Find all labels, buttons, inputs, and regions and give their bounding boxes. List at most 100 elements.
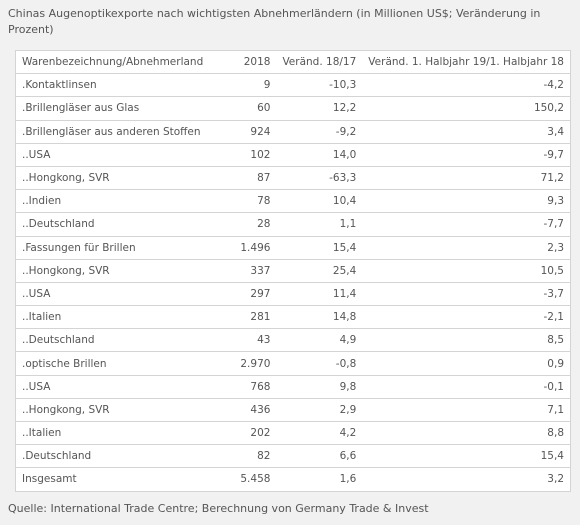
label-cell: Insgesamt bbox=[15, 467, 224, 492]
label-cell: ..Indien bbox=[15, 189, 224, 214]
table-row: ..Deutschland 43 4,9 8,5 bbox=[15, 328, 572, 353]
label-cell: .Deutschland bbox=[15, 444, 224, 469]
table-row: ..Italien 202 4,2 8,8 bbox=[15, 420, 572, 446]
table-row: .Brillengläser aus anderen Stoffen 924 -9,… bbox=[15, 119, 572, 144]
table-row: .Brillengläser aus Glas 60 12,2 150,2 bbox=[15, 96, 572, 121]
value-cell: 1.496 bbox=[223, 235, 277, 260]
value-cell: 7,1 bbox=[362, 397, 572, 423]
value-cell: -9,7 bbox=[362, 142, 572, 167]
value-cell: 9,3 bbox=[362, 189, 572, 214]
value-cell: 87 bbox=[223, 165, 277, 191]
value-cell: 297 bbox=[223, 281, 277, 307]
value-cell: 1,6 bbox=[276, 467, 363, 492]
value-cell: 14,0 bbox=[276, 142, 363, 167]
value-cell: 924 bbox=[223, 119, 277, 144]
value-cell: -0,8 bbox=[276, 351, 363, 376]
label-cell: .optische Brillen bbox=[15, 351, 224, 376]
source: Quelle: International Trade Centre; Bere… bbox=[8, 502, 429, 515]
label-cell: ..USA bbox=[15, 142, 224, 167]
value-cell: 5.458 bbox=[223, 467, 277, 492]
table-body: .Kontaktlinsen 9 -10,3 -4,2 .Brillengläser a… bbox=[15, 73, 572, 492]
value-cell: 11,4 bbox=[276, 281, 363, 307]
header-cell: Veränd. 1. Halbjahr 19/1. Halbjahr 18 bbox=[362, 49, 572, 75]
header-row: Warenbezeichnung/Abnehmerland 2018 Veränd.… bbox=[15, 49, 572, 75]
value-cell: 4,2 bbox=[276, 420, 363, 446]
value-cell: 337 bbox=[223, 258, 277, 283]
label-cell: ..USA bbox=[15, 374, 224, 399]
label-cell: ..Hongkong, SVR bbox=[15, 397, 224, 423]
value-cell: 202 bbox=[223, 420, 277, 446]
value-cell: 0,9 bbox=[362, 351, 572, 376]
value-cell: 10,5 bbox=[362, 258, 572, 283]
table-row: ..Hongkong, SVR 87 -63,3 71,2 bbox=[15, 165, 572, 191]
value-cell: 82 bbox=[223, 444, 277, 469]
value-cell: 2,3 bbox=[362, 235, 572, 260]
value-cell: 15,4 bbox=[362, 444, 572, 469]
value-cell: 3,2 bbox=[362, 467, 572, 492]
value-cell: 1,1 bbox=[276, 212, 363, 237]
table-row: .Deutschland 82 6,6 15,4 bbox=[15, 444, 572, 469]
value-cell: 281 bbox=[223, 305, 277, 330]
value-cell: 9,8 bbox=[276, 374, 363, 399]
value-cell: 28 bbox=[223, 212, 277, 237]
value-cell: 436 bbox=[223, 397, 277, 423]
label-cell: .Brillengläser aus Glas bbox=[15, 96, 224, 121]
value-cell: -0,1 bbox=[362, 374, 572, 399]
table-row: .Kontaktlinsen 9 -10,3 -4,2 bbox=[15, 73, 572, 98]
value-cell: -9,2 bbox=[276, 119, 363, 144]
table-row: .optische Brillen 2.970 -0,8 0,9 bbox=[15, 351, 572, 376]
label-cell: ..Hongkong, SVR bbox=[15, 165, 224, 191]
table-row: ..USA 768 9,8 -0,1 bbox=[15, 374, 572, 399]
value-cell: -3,7 bbox=[362, 281, 572, 307]
value-cell: 8,8 bbox=[362, 420, 572, 446]
title: Chinas Augenoptikexporte nach wichtigste… bbox=[8, 7, 541, 36]
value-cell: 10,4 bbox=[276, 189, 363, 214]
label-cell: ..Italien bbox=[15, 420, 224, 446]
table-row: ..Hongkong, SVR 337 25,4 10,5 bbox=[15, 258, 572, 283]
value-cell: 43 bbox=[223, 328, 277, 353]
table-row: Insgesamt 5.458 1,6 3,2 bbox=[15, 467, 572, 492]
value-cell: 60 bbox=[223, 96, 277, 121]
table-row: ..USA 297 11,4 -3,7 bbox=[15, 281, 572, 307]
label-cell: ..USA bbox=[15, 281, 224, 307]
value-cell: -4,2 bbox=[362, 73, 572, 98]
label-cell: .Brillengläser aus anderen Stoffen bbox=[15, 119, 224, 144]
value-cell: 3,4 bbox=[362, 119, 572, 144]
header-cell: 2018 bbox=[223, 49, 277, 75]
table: Warenbezeichnung/Abnehmerland 2018 Veränd.… bbox=[15, 49, 572, 492]
value-cell: 14,8 bbox=[276, 305, 363, 330]
value-cell: 71,2 bbox=[362, 165, 572, 191]
label-cell: .Kontaktlinsen bbox=[15, 73, 224, 98]
value-cell: 6,6 bbox=[276, 444, 363, 469]
value-cell: 8,5 bbox=[362, 328, 572, 353]
label-cell: ..Deutschland bbox=[15, 328, 224, 353]
value-cell: -63,3 bbox=[276, 165, 363, 191]
table-row: ..Indien 78 10,4 9,3 bbox=[15, 189, 572, 214]
value-cell: 150,2 bbox=[362, 96, 572, 121]
value-cell: 9 bbox=[223, 73, 277, 98]
table-row: ..Deutschland 28 1,1 -7,7 bbox=[15, 212, 572, 237]
table-row: ..Italien 281 14,8 -2,1 bbox=[15, 305, 572, 330]
label-cell: ..Hongkong, SVR bbox=[15, 258, 224, 283]
value-cell: -2,1 bbox=[362, 305, 572, 330]
value-cell: 15,4 bbox=[276, 235, 363, 260]
value-cell: 78 bbox=[223, 189, 277, 214]
value-cell: -10,3 bbox=[276, 73, 363, 98]
label-cell: ..Deutschland bbox=[15, 212, 224, 237]
value-cell: 768 bbox=[223, 374, 277, 399]
value-cell: 12,2 bbox=[276, 96, 363, 121]
value-cell: 2.970 bbox=[223, 351, 277, 376]
value-cell: -7,7 bbox=[362, 212, 572, 237]
table-row: .Fassungen für Brillen 1.496 15,4 2,3 bbox=[15, 235, 572, 260]
label-cell: .Fassungen für Brillen bbox=[15, 235, 224, 260]
value-cell: 4,9 bbox=[276, 328, 363, 353]
value-cell: 25,4 bbox=[276, 258, 363, 283]
value-cell: 102 bbox=[223, 142, 277, 167]
label-cell: ..Italien bbox=[15, 305, 224, 330]
table-row: ..Hongkong, SVR 436 2,9 7,1 bbox=[15, 397, 572, 423]
value-cell: 2,9 bbox=[276, 397, 363, 423]
header-cell: Veränd. 18/17 bbox=[276, 49, 363, 75]
table-row: ..USA 102 14,0 -9,7 bbox=[15, 142, 572, 167]
header-cell: Warenbezeichnung/Abnehmerland bbox=[15, 49, 224, 75]
